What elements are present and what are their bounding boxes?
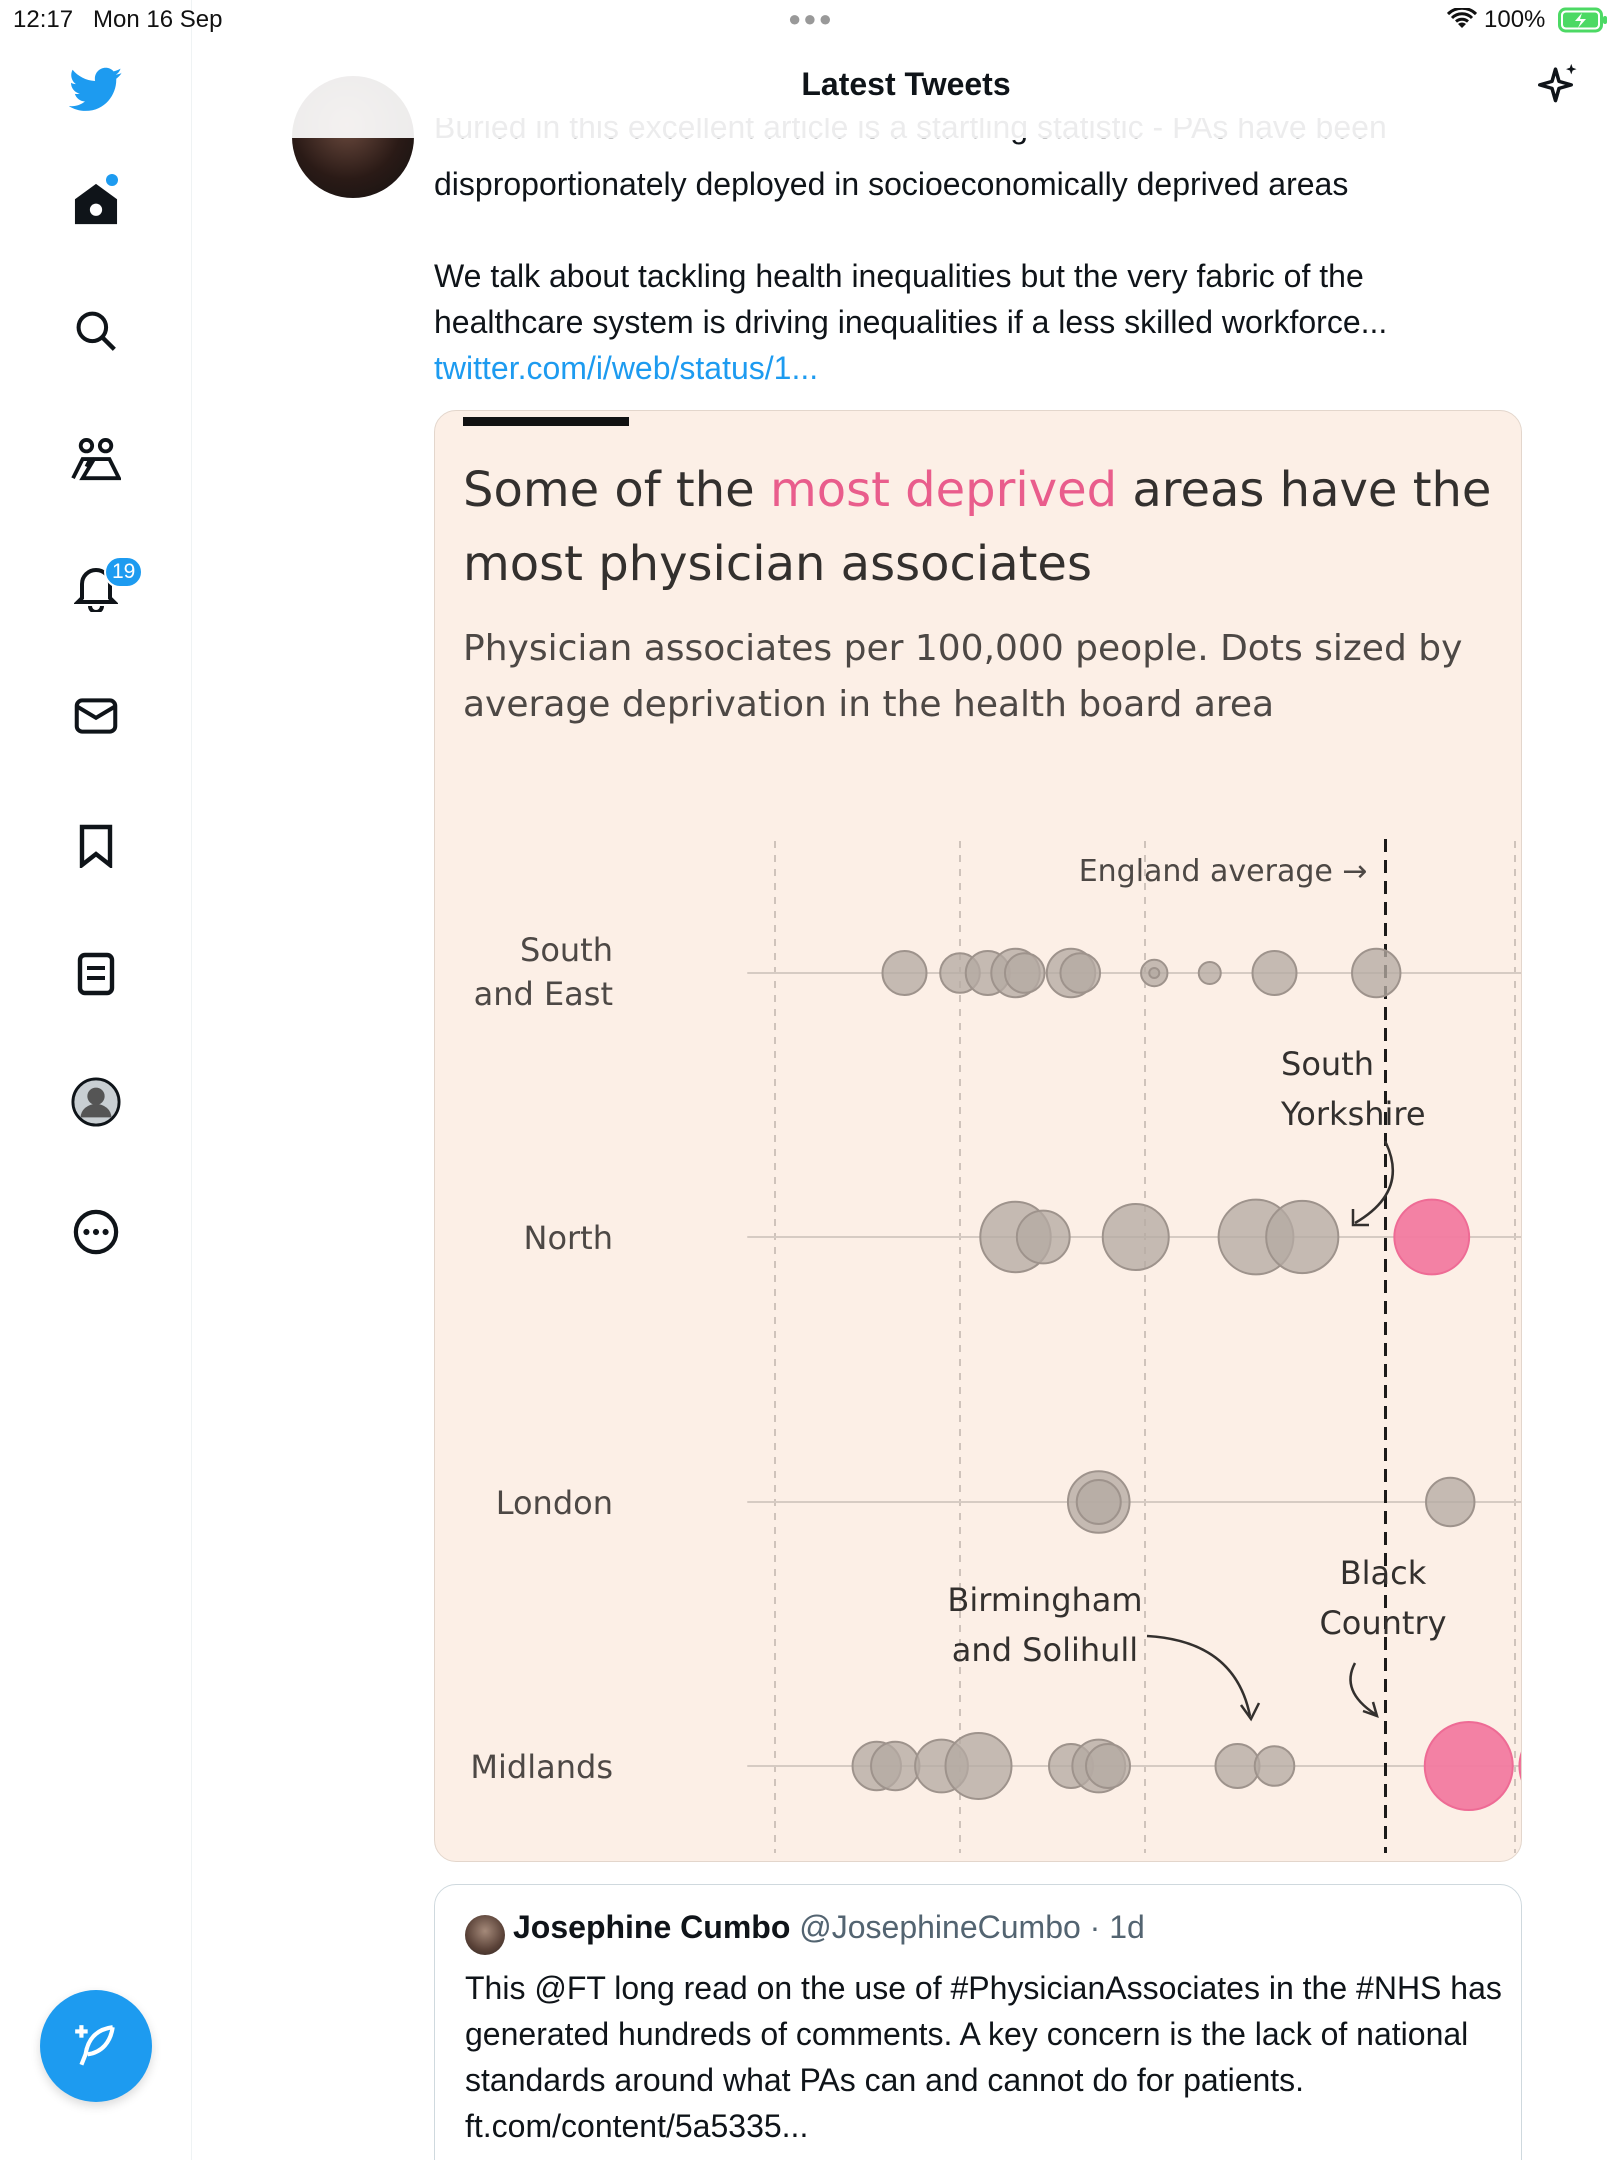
annotation-label: Birmingham and Solihull	[947, 1581, 1142, 1669]
compose-tweet-button[interactable]	[40, 1990, 152, 2102]
data-dot	[1015, 1209, 1071, 1265]
chart-title-highlight: most deprived	[769, 462, 1118, 518]
data-dot	[1075, 1479, 1122, 1525]
quoted-author-handle[interactable]: @JosephineCumbo	[799, 1909, 1081, 1945]
data-dot	[870, 1740, 921, 1792]
tweet-text-line: disproportionately deployed in socioecon…	[434, 166, 1349, 202]
annotation-label: South Yorkshire	[1280, 1045, 1426, 1133]
home-icon[interactable]	[68, 176, 124, 232]
quoted-author-avatar[interactable]	[465, 1915, 505, 1955]
bell-icon[interactable]	[68, 560, 124, 616]
communities-icon[interactable]	[68, 432, 124, 488]
annotation-arrow	[1349, 1662, 1376, 1716]
annotation-arrowhead	[1362, 1701, 1379, 1718]
tweet-text-line: We talk about tackling health inequaliti…	[434, 258, 1364, 294]
separator: ·	[1080, 1909, 1110, 1945]
data-dot	[1003, 952, 1046, 994]
battery-percent: 100%	[1484, 6, 1546, 33]
notification-badge: 19	[104, 556, 144, 588]
quoted-text: This @FT long read on the use of #Physic…	[465, 1970, 1502, 2144]
bubble-chart: South and East North London Midlands England …	[470, 839, 1521, 1853]
search-icon[interactable]	[68, 303, 124, 359]
highlight-dot	[1393, 1198, 1471, 1276]
annotation-arrowhead	[1351, 1209, 1369, 1227]
mail-icon[interactable]	[68, 688, 124, 744]
list-icon[interactable]	[68, 946, 124, 1002]
twitter-logo-icon[interactable]	[68, 62, 124, 118]
sidebar: 19	[0, 0, 192, 2160]
tweet-text-line: healthcare system is driving inequalitie…	[434, 304, 1388, 340]
tweet-status-link[interactable]: twitter.com/i/web/status/1...	[434, 350, 819, 386]
profile-avatar[interactable]	[68, 1074, 124, 1130]
data-dot	[1253, 1745, 1296, 1787]
annotation-arrowhead	[1239, 1702, 1261, 1722]
status-bar: 12:17 Mon 16 Sep ●●● 100%	[0, 0, 1620, 40]
chart-subtitle: Physician associates per 100,000 people.…	[463, 628, 1463, 725]
england-average-label: England average →	[1079, 854, 1368, 889]
annotation-arrow	[1354, 1140, 1394, 1225]
annotation-arrow	[1146, 1634, 1252, 1717]
sparkle-icon[interactable]	[1538, 62, 1580, 111]
data-dot	[1251, 950, 1298, 996]
quoted-time[interactable]: 1d	[1109, 1909, 1145, 1945]
row-label: London	[496, 1484, 613, 1522]
annotation-label: Black Country	[1319, 1554, 1446, 1642]
data-dot	[1214, 1743, 1261, 1789]
data-dot	[944, 1732, 1013, 1800]
new-content-dot	[106, 174, 118, 186]
wifi-icon	[1446, 6, 1478, 35]
data-dot	[1197, 961, 1222, 985]
quoted-author-name[interactable]: Josephine Cumbo	[513, 1909, 791, 1945]
highlight-dot	[1423, 1721, 1514, 1811]
data-dot	[1101, 1203, 1170, 1271]
status-time: 12:17	[13, 6, 74, 33]
quoted-header: Josephine Cumbo @JosephineCumbo · 1d	[513, 1909, 1145, 1946]
row-label: South and East	[474, 931, 613, 1013]
bookmark-icon[interactable]	[68, 818, 124, 874]
page-title: Latest Tweets	[801, 66, 1011, 102]
highlight-dot	[1518, 1751, 1521, 1781]
row-label: Midlands	[470, 1748, 613, 1786]
data-dot	[1351, 947, 1402, 999]
data-dot	[1425, 1476, 1476, 1528]
chart-title: Some of the most deprived areas have the…	[463, 462, 1492, 592]
data-dot	[1148, 967, 1161, 979]
more-icon[interactable]	[68, 1204, 124, 1260]
data-dot	[1059, 952, 1102, 994]
row-label: North	[524, 1219, 614, 1257]
quoted-tweet[interactable]: Josephine Cumbo @JosephineCumbo · 1d Thi…	[434, 1884, 1522, 2160]
ft-brand-bar	[463, 417, 629, 426]
multitask-dots-icon[interactable]: ●●●	[788, 6, 834, 31]
header: Latest Tweets	[192, 0, 1620, 138]
data-dot	[1265, 1199, 1340, 1275]
chart-image-card[interactable]: Some of the most deprived areas have the…	[434, 410, 1522, 1862]
data-dot	[881, 950, 928, 996]
battery-charging-icon	[1558, 7, 1608, 38]
compose-icon	[75, 2025, 115, 2066]
data-dot	[1085, 1743, 1131, 1789]
status-date: Mon 16 Sep	[93, 6, 223, 33]
